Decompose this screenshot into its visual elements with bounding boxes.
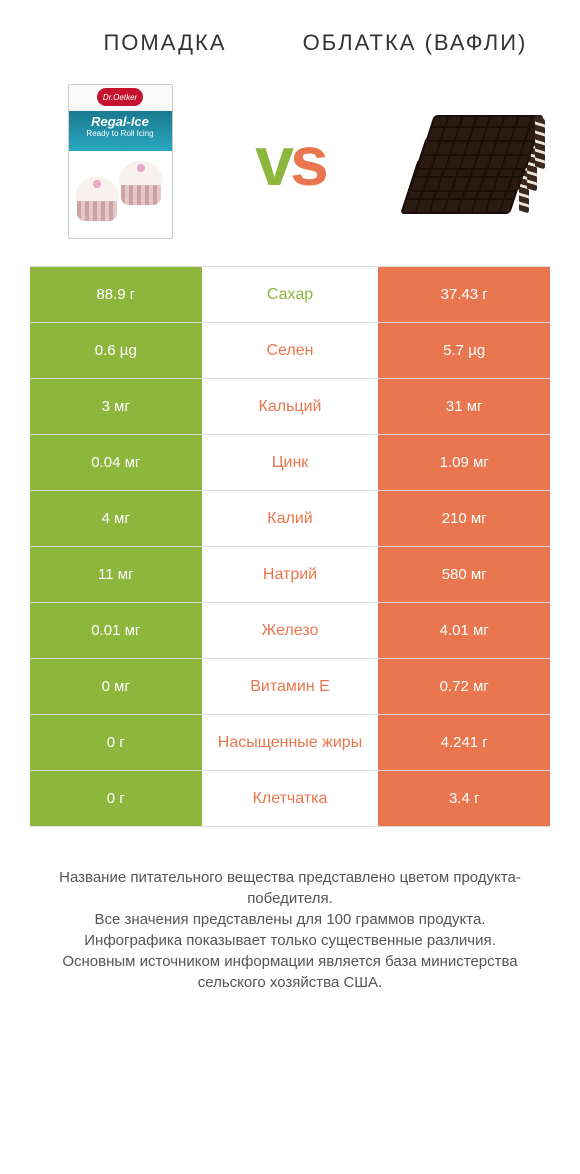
pack-logo: Dr.Oetker (97, 88, 143, 106)
vs-s: s (290, 122, 325, 200)
comparison-table: 88.9 гСахар37.43 г0.6 µgСелен5.7 µg3 мгК… (30, 266, 550, 827)
cell-left-value: 0.6 µg (30, 323, 202, 378)
footer-line: Основным источником информации является … (30, 951, 550, 993)
table-row: 88.9 гСахар37.43 г (30, 267, 550, 323)
images-row: Dr.Oetker Regal-Ice Ready to Roll Icing … (0, 66, 580, 266)
cell-left-value: 0 мг (30, 659, 202, 714)
table-row: 0.04 мгЦинк1.09 мг (30, 435, 550, 491)
cell-right-value: 580 мг (378, 547, 550, 602)
cell-right-value: 5.7 µg (378, 323, 550, 378)
table-row: 0.01 мгЖелезо4.01 мг (30, 603, 550, 659)
cell-nutrient: Калий (202, 491, 379, 546)
cell-left-value: 4 мг (30, 491, 202, 546)
vs-v: v (255, 122, 290, 200)
footer-text: Название питательного вещества представл… (0, 827, 580, 1013)
cell-right-value: 1.09 мг (378, 435, 550, 490)
cell-nutrient: Кальций (202, 379, 379, 434)
cell-nutrient: Натрий (202, 547, 379, 602)
cell-right-value: 31 мг (378, 379, 550, 434)
cell-nutrient: Витамин E (202, 659, 379, 714)
wafer-icon (395, 101, 525, 221)
table-row: 4 мгКалий210 мг (30, 491, 550, 547)
cell-right-value: 210 мг (378, 491, 550, 546)
cell-right-value: 37.43 г (378, 267, 550, 322)
pack-line2: Ready to Roll Icing (69, 129, 172, 138)
table-row: 0.6 µgСелен5.7 µg (30, 323, 550, 379)
cell-nutrient: Насыщенные жиры (202, 715, 379, 770)
cell-right-value: 3.4 г (378, 771, 550, 826)
cell-right-value: 0.72 мг (378, 659, 550, 714)
cell-left-value: 0.04 мг (30, 435, 202, 490)
cell-nutrient: Сахар (202, 267, 379, 322)
table-row: 3 мгКальций31 мг (30, 379, 550, 435)
cell-nutrient: Цинк (202, 435, 379, 490)
table-row: 11 мгНатрий580 мг (30, 547, 550, 603)
cell-right-value: 4.241 г (378, 715, 550, 770)
pack-line1: Regal-Ice (69, 114, 172, 129)
cell-left-value: 88.9 г (30, 267, 202, 322)
cell-right-value: 4.01 мг (378, 603, 550, 658)
cell-nutrient: Железо (202, 603, 379, 658)
header: ПОМАДКА ОБЛАТКА (ВАФЛИ) (0, 0, 580, 66)
cell-left-value: 0 г (30, 715, 202, 770)
vs-label: vs (255, 121, 325, 201)
cell-nutrient: Селен (202, 323, 379, 378)
fondant-pack-icon: Dr.Oetker Regal-Ice Ready to Roll Icing (68, 84, 173, 239)
footer-line: Инфографика показывает только существенн… (30, 930, 550, 951)
footer-line: Название питательного вещества представл… (30, 867, 550, 909)
right-product-title: ОБЛАТКА (ВАФЛИ) (290, 30, 540, 56)
right-product-image (395, 76, 525, 246)
cell-left-value: 0 г (30, 771, 202, 826)
table-row: 0 мгВитамин E0.72 мг (30, 659, 550, 715)
table-row: 0 гНасыщенные жиры4.241 г (30, 715, 550, 771)
cell-left-value: 11 мг (30, 547, 202, 602)
cell-left-value: 0.01 мг (30, 603, 202, 658)
left-product-title: ПОМАДКА (40, 30, 290, 56)
footer-line: Все значения представлены для 100 граммо… (30, 909, 550, 930)
left-product-image: Dr.Oetker Regal-Ice Ready to Roll Icing (55, 76, 185, 246)
table-row: 0 гКлетчатка3.4 г (30, 771, 550, 827)
cell-nutrient: Клетчатка (202, 771, 379, 826)
cell-left-value: 3 мг (30, 379, 202, 434)
